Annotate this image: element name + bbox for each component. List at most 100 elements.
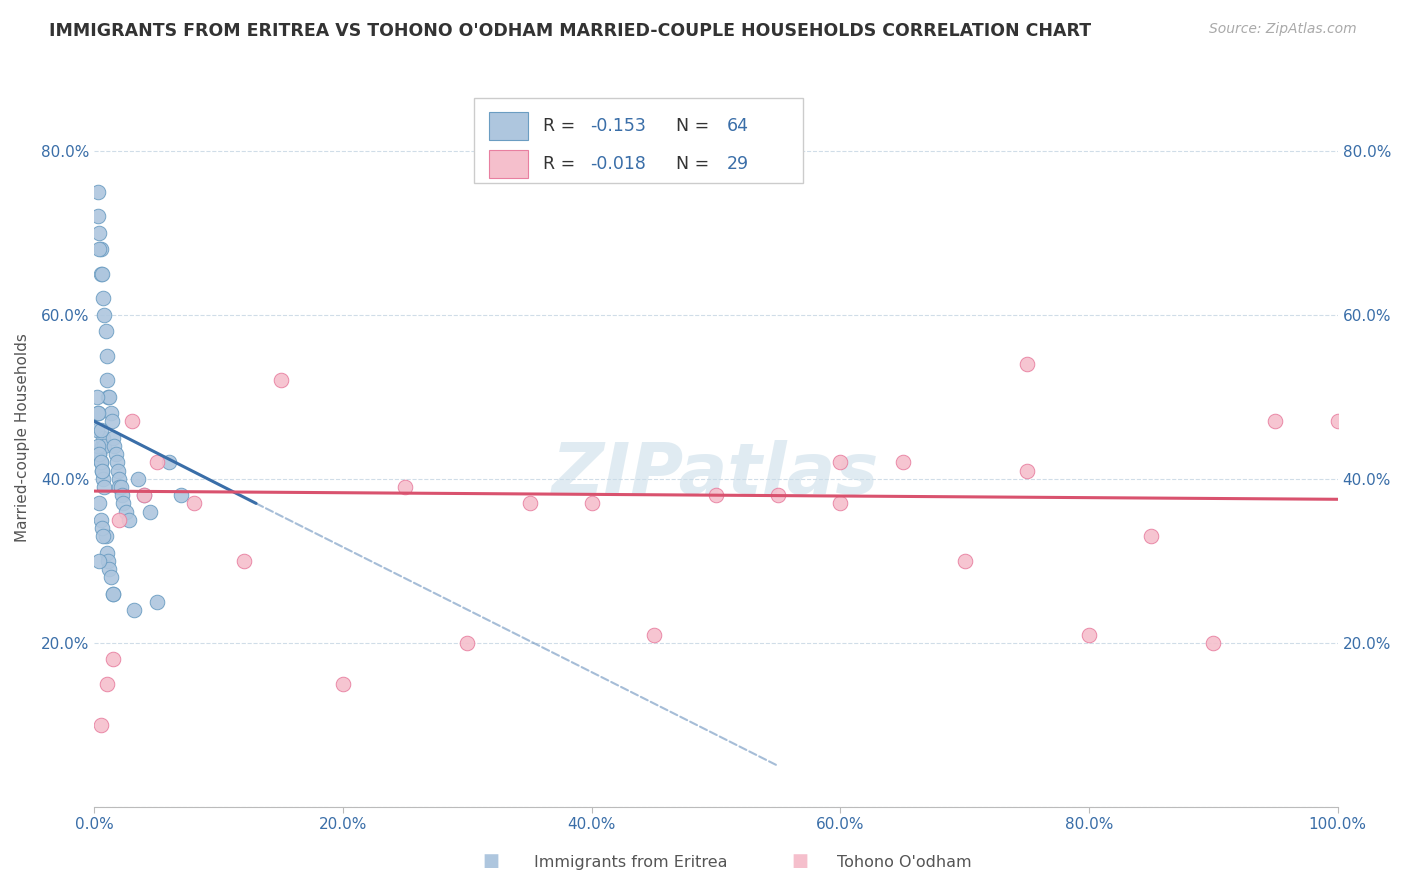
Point <box>91 431 114 445</box>
Point <box>111 488 134 502</box>
Point <box>519 496 541 510</box>
Point <box>90 439 112 453</box>
Point <box>96 677 118 691</box>
Point <box>134 488 156 502</box>
Point <box>91 291 114 305</box>
Point <box>90 464 112 478</box>
Point <box>1140 529 1163 543</box>
Text: -0.018: -0.018 <box>591 155 647 173</box>
Point <box>134 488 156 502</box>
Point <box>270 373 292 387</box>
Point <box>101 431 124 445</box>
Point <box>232 554 254 568</box>
Text: Immigrants from Eritrea: Immigrants from Eritrea <box>534 855 728 870</box>
Point <box>90 423 112 437</box>
FancyBboxPatch shape <box>488 150 529 178</box>
Text: ■: ■ <box>482 852 499 870</box>
Point <box>98 390 121 404</box>
FancyBboxPatch shape <box>488 112 529 140</box>
Y-axis label: Married-couple Households: Married-couple Households <box>15 334 30 542</box>
Point <box>89 554 111 568</box>
Point <box>157 455 180 469</box>
Point <box>1015 357 1038 371</box>
Point <box>456 636 478 650</box>
Point <box>121 414 143 428</box>
Point <box>332 677 354 691</box>
Point <box>103 439 125 453</box>
Point <box>86 423 108 437</box>
Point <box>90 513 112 527</box>
Point <box>90 464 112 478</box>
Point <box>830 496 852 510</box>
Point <box>93 480 115 494</box>
Point <box>91 529 114 543</box>
Point <box>891 455 914 469</box>
Point <box>87 209 110 223</box>
Point <box>1326 414 1348 428</box>
Text: N =: N = <box>665 117 714 135</box>
Point <box>94 324 117 338</box>
Text: Tohono O'odham: Tohono O'odham <box>837 855 972 870</box>
Point <box>90 242 112 256</box>
Point <box>112 496 135 510</box>
Point <box>93 439 115 453</box>
Point <box>100 570 122 584</box>
Text: IMMIGRANTS FROM ERITREA VS TOHONO O'ODHAM MARRIED-COUPLE HOUSEHOLDS CORRELATION : IMMIGRANTS FROM ERITREA VS TOHONO O'ODHA… <box>49 22 1091 40</box>
Point <box>104 447 127 461</box>
Point <box>110 480 132 494</box>
Point <box>97 390 120 404</box>
Point <box>87 439 110 453</box>
Point <box>1264 414 1286 428</box>
Point <box>100 406 122 420</box>
Point <box>704 488 727 502</box>
Point <box>90 267 112 281</box>
Point <box>122 603 145 617</box>
Text: 64: 64 <box>727 117 749 135</box>
Point <box>118 513 141 527</box>
Text: Source: ZipAtlas.com: Source: ZipAtlas.com <box>1209 22 1357 37</box>
Text: ZIPatlas: ZIPatlas <box>553 440 880 509</box>
Point <box>107 464 129 478</box>
Text: ■: ■ <box>792 852 808 870</box>
Text: R =: R = <box>543 155 581 173</box>
Point <box>87 185 110 199</box>
Point <box>94 529 117 543</box>
Point <box>643 628 665 642</box>
Point <box>766 488 789 502</box>
Text: N =: N = <box>665 155 714 173</box>
Point <box>127 472 149 486</box>
Text: 29: 29 <box>727 155 749 173</box>
Point <box>97 554 120 568</box>
Point <box>101 587 124 601</box>
Point <box>89 447 111 461</box>
Point <box>89 242 111 256</box>
Point <box>1202 636 1225 650</box>
Point <box>394 480 416 494</box>
Point <box>90 267 112 281</box>
Point <box>108 480 131 494</box>
Point <box>183 496 205 510</box>
Point <box>953 554 976 568</box>
Point <box>87 406 110 420</box>
Point <box>90 521 112 535</box>
Point <box>96 546 118 560</box>
Text: R =: R = <box>543 117 581 135</box>
Point <box>145 455 167 469</box>
Point <box>89 447 111 461</box>
Point <box>96 373 118 387</box>
Text: -0.153: -0.153 <box>591 117 647 135</box>
Point <box>93 308 115 322</box>
FancyBboxPatch shape <box>474 98 803 183</box>
Point <box>581 496 603 510</box>
Point <box>91 472 114 486</box>
Point <box>108 513 131 527</box>
Point <box>145 595 167 609</box>
Point <box>89 226 111 240</box>
Point <box>114 505 136 519</box>
Point <box>139 505 162 519</box>
Point <box>105 455 128 469</box>
Point <box>87 406 110 420</box>
Point <box>98 562 121 576</box>
Point <box>170 488 193 502</box>
Point <box>101 652 124 666</box>
